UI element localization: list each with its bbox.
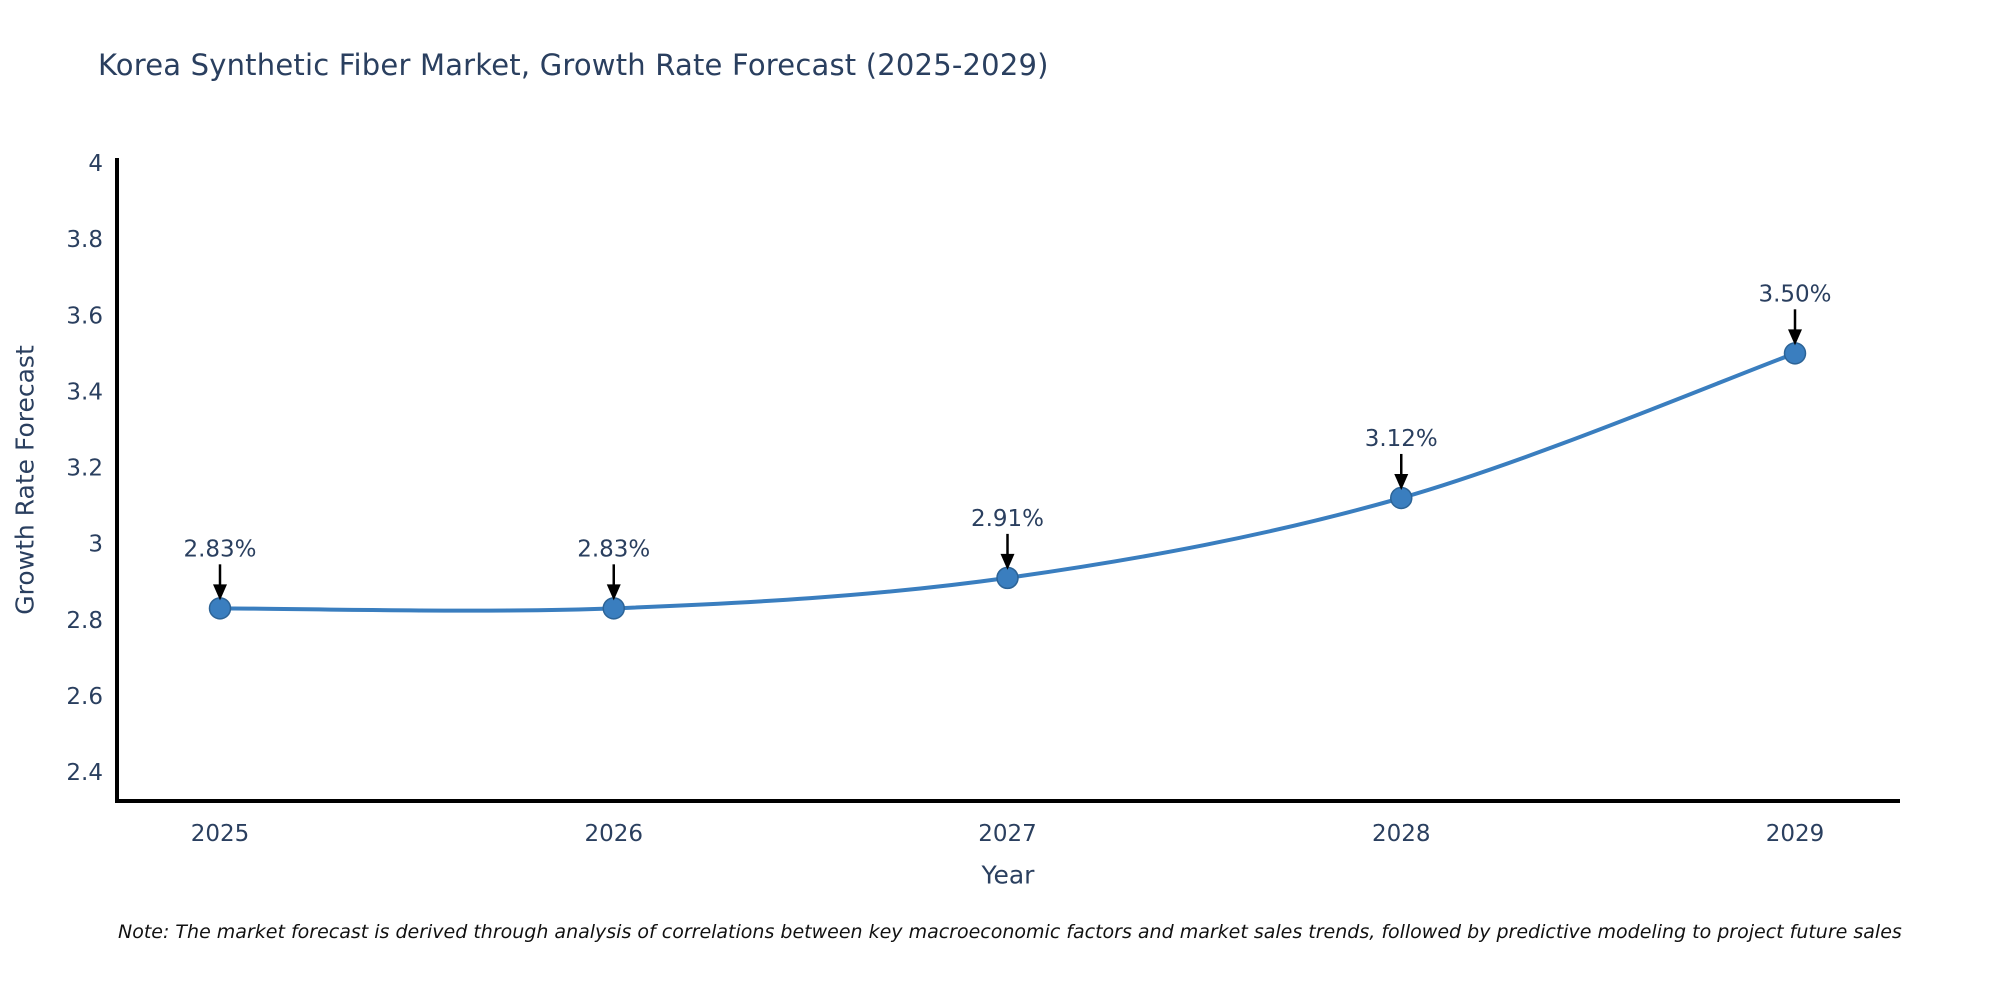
- data-point-label: 3.12%: [1365, 426, 1438, 452]
- x-tick-label: 2025: [191, 821, 250, 847]
- data-point-2028: [1390, 486, 1413, 510]
- data-point-2029: [1783, 342, 1807, 365]
- data-point-2025: [208, 597, 232, 620]
- y-tick-label: 3.2: [66, 456, 103, 482]
- x-tick-label: 2027: [978, 821, 1037, 847]
- chart-title: Korea Synthetic Fiber Market, Growth Rat…: [98, 48, 1049, 82]
- y-tick-label: 3: [88, 532, 103, 558]
- y-axis-title: Growth Rate Forecast: [10, 345, 40, 615]
- x-axis-title: Year: [981, 860, 1035, 890]
- annotation-arrowhead: [213, 584, 227, 601]
- y-tick-label: 2.6: [66, 684, 103, 710]
- y-tick-label: 2.4: [66, 760, 103, 786]
- data-point-label: 2.91%: [971, 506, 1044, 532]
- y-tick-label: 4: [88, 151, 103, 177]
- annotation-arrowhead: [1394, 473, 1409, 490]
- annotation-arrowhead: [1000, 553, 1015, 570]
- y-tick-label: 3.8: [66, 227, 103, 253]
- footnote: Note: The market forecast is derived thr…: [118, 921, 1902, 943]
- data-point-label: 3.50%: [1758, 281, 1831, 307]
- annotation-arrowhead: [606, 584, 621, 601]
- data-point-2026: [602, 597, 625, 620]
- x-tick-label: 2028: [1372, 821, 1431, 847]
- data-point-label: 2.83%: [577, 536, 650, 562]
- x-tick-label: 2026: [584, 821, 643, 847]
- y-tick-label: 3.4: [66, 379, 103, 405]
- y-tick-label: 2.8: [66, 608, 103, 634]
- data-point-2027: [996, 566, 1019, 590]
- annotation-arrowhead: [1788, 329, 1802, 346]
- y-tick-label: 3.6: [66, 303, 103, 329]
- x-tick-label: 2029: [1766, 821, 1825, 847]
- data-point-label: 2.83%: [183, 536, 256, 562]
